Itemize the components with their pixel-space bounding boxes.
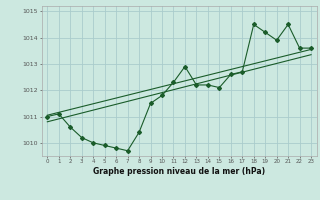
X-axis label: Graphe pression niveau de la mer (hPa): Graphe pression niveau de la mer (hPa) <box>93 167 265 176</box>
